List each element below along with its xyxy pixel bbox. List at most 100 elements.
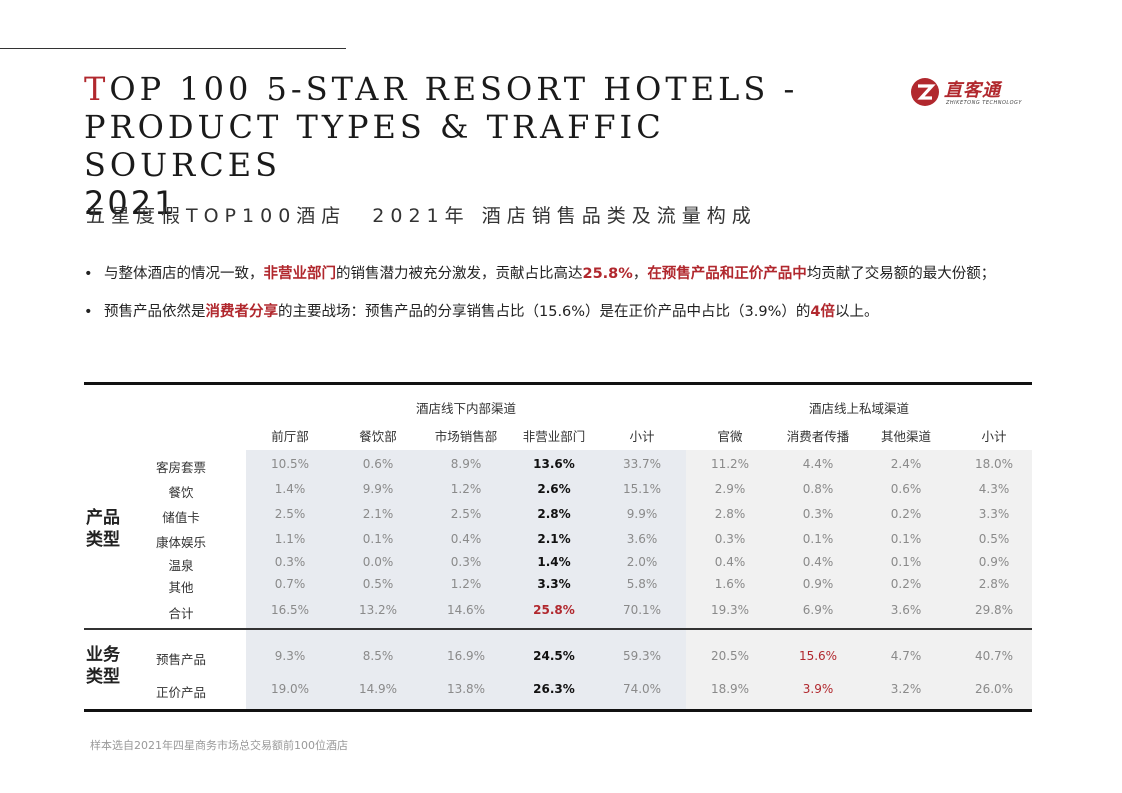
table-cell: 13.6% [533,457,575,471]
highlight-text: 4倍 [810,304,835,320]
table-cell: 0.6% [890,482,922,496]
table-cell: 40.7% [974,649,1014,663]
bullet-item: • 预售产品依然是消费者分享的主要战场：预售产品的分享销售占比（15.6%）是在正… [84,298,1044,326]
table-cell: 1.4% [537,555,571,569]
table-cell: 0.1% [362,532,394,546]
table-cell: 0.0% [362,555,394,569]
table-cell: 1.2% [450,577,482,591]
table-cell: 2.9% [714,482,746,496]
table-cell: 10.5% [270,457,310,471]
table-cell: 2.8% [714,507,746,521]
table-cell: 0.5% [978,532,1010,546]
column-header: 其他渠道 [880,429,931,444]
column-header: 官微 [717,429,743,444]
top-rule [0,48,346,49]
table-cell: 25.8% [533,603,575,617]
table-cell: 33.7% [622,457,662,471]
table-cell: 1.1% [274,532,306,546]
table-cell: 3.3% [978,507,1010,521]
column-header: 小计 [629,429,655,444]
table-cell: 3.3% [537,577,571,591]
table-bottom-rule [84,709,1032,712]
table-cell: 0.9% [978,555,1010,569]
column-header: 餐饮部 [359,429,397,444]
offline-channel-shading [246,450,686,710]
table-cell: 3.2% [890,682,922,696]
table-cell: 15.1% [622,482,662,496]
table-cell: 8.5% [362,649,394,663]
bullet-dot: • [84,266,93,282]
table-cell: 2.1% [362,507,394,521]
highlight-text: 25.8% [582,266,633,282]
table-cell: 1.2% [450,482,482,496]
column-header: 非营业部门 [522,429,586,444]
table-cell: 0.2% [890,577,922,591]
table-cell: 0.9% [802,577,834,591]
table-cell: 1.4% [274,482,306,496]
table-cell: 4.4% [802,457,834,471]
bullet-text: 预售产品依然是 [104,304,206,320]
bullet-text: 与整体酒店的情况一致， [104,266,264,282]
table-cell: 0.4% [714,555,746,569]
logo-name: 直客通 [944,80,1001,101]
table-cell: 4.3% [978,482,1010,496]
table-cell: 3.6% [626,532,658,546]
table-cell: 18.9% [710,682,750,696]
highlight-text: 非营业部门 [263,266,337,282]
column-header: 消费者传播 [786,429,850,444]
highlight-text: 消费者分享 [205,304,279,320]
table-cell: 14.6% [446,603,486,617]
table-cell: 0.3% [450,555,482,569]
table-cell: 0.8% [802,482,834,496]
table-cell: 26.0% [974,682,1014,696]
logo-z-icon [911,78,939,106]
row-label: 其他 [168,580,194,595]
subtitle-part-2: 2021年 酒店销售品类及流量构成 [372,205,757,227]
bullet-text: 以上。 [835,304,879,320]
table-cell: 6.9% [802,603,834,617]
table-cell: 5.8% [626,577,658,591]
table-cell: 2.8% [978,577,1010,591]
table-cell: 2.1% [537,532,571,546]
table-cell: 13.8% [446,682,486,696]
title-line-2: PRODUCT TYPES & TRAFFIC SOURCES [84,108,665,184]
table-cell: 0.1% [890,555,922,569]
table-cell: 2.0% [626,555,658,569]
table-cell: 0.4% [802,555,834,569]
title-line-1-rest: OP 100 5-STAR RESORT HOTELS - [109,70,799,108]
table-cell: 0.1% [890,532,922,546]
channel-share-table: 酒店线下内部渠道 酒店线上私域渠道 前厅部 餐饮部 市场销售部 非营业部门 小计 官微 消费者传… [84,382,1032,713]
table-cell: 0.5% [362,577,394,591]
row-label: 储值卡 [162,510,200,525]
subtitle: 五星度假TOP100酒店 2021年 酒店销售品类及流量构成 [86,201,757,228]
column-header: 市场销售部 [434,429,498,444]
table-cell: 16.5% [270,603,310,617]
table-cell: 59.3% [622,649,662,663]
table-cell: 19.0% [270,682,310,696]
brand-logo: 直客通 ZHIKETONG TECHNOLOGY [910,76,1028,110]
table-cell: 20.5% [710,649,750,663]
table-cell: 2.5% [450,507,482,521]
row-label: 餐饮 [168,485,194,500]
group-header-online: 酒店线上私域渠道 [808,401,909,416]
section-label: 产品 类型 [86,508,120,550]
row-label: 康体娱乐 [155,535,206,550]
table-cell: 70.1% [622,603,662,617]
table-cell: 9.9% [362,482,394,496]
section-divider [84,628,1032,630]
bullet-item: • 与整体酒店的情况一致，非营业部门的销售潜力被充分激发，贡献占比高达25.8%，… [84,260,1044,288]
row-label: 温泉 [168,558,194,573]
section-label: 业务 类型 [86,645,120,687]
table-cell: 1.6% [714,577,746,591]
table-cell: 11.2% [710,457,750,471]
title-line-1: TOP 100 5-STAR RESORT HOTELS - [84,70,864,108]
row-label: 合计 [168,606,194,621]
column-header: 前厅部 [271,429,309,444]
table-cell: 19.3% [710,603,750,617]
table-cell: 0.7% [274,577,306,591]
bullet-dot: • [84,304,93,320]
table-cell: 2.6% [537,482,571,496]
key-findings: • 与整体酒店的情况一致，非营业部门的销售潜力被充分激发，贡献占比高达25.8%，… [84,260,1044,326]
table-cell: 16.9% [446,649,486,663]
table-cell: 9.3% [274,649,306,663]
